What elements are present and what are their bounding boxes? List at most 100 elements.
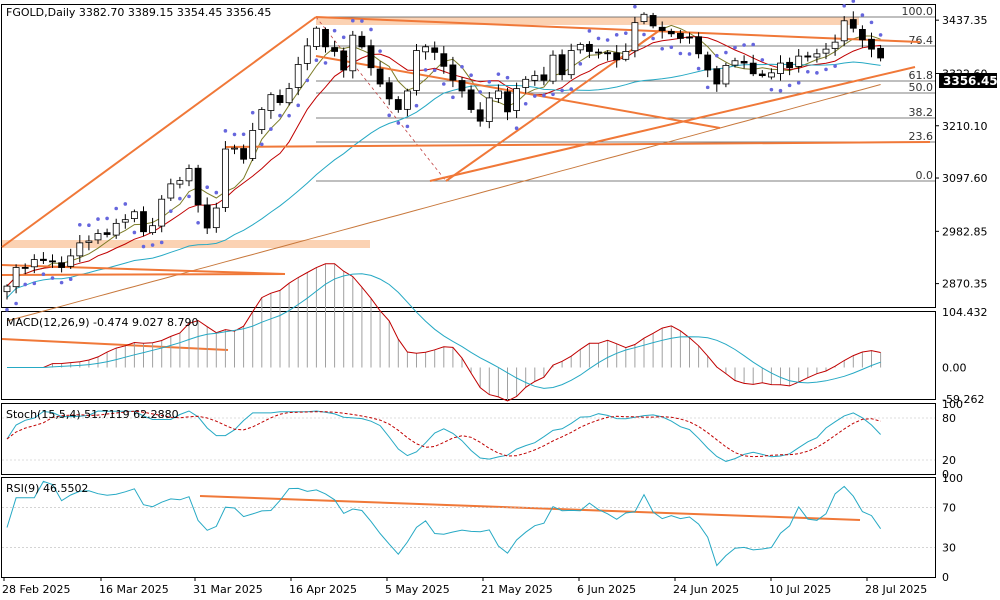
sar-dot [569, 87, 573, 91]
sar-dot [141, 244, 146, 249]
candle-body [140, 211, 147, 233]
sar-dot [842, 4, 846, 8]
candle-body [49, 260, 56, 263]
sar-dot [478, 90, 483, 94]
candle-body [586, 43, 593, 52]
sar-dot [560, 88, 564, 93]
candle-body [30, 259, 38, 268]
candle-body [831, 41, 839, 49]
candle-body [240, 148, 248, 160]
sar-dot [460, 64, 464, 69]
trend-line-2 [315, 16, 921, 43]
sar-dot [187, 194, 191, 199]
rsi-label: RSI(9) 46.5502 [6, 482, 88, 495]
sar-dot [314, 58, 319, 63]
sar-dot [23, 282, 28, 287]
trend-line-1 [1, 16, 317, 248]
ma-cyan-line [6, 61, 881, 299]
candle-body [649, 15, 657, 27]
candle-body [485, 97, 493, 122]
macd-tick-label: -59.262 [942, 393, 984, 406]
sar-dot [241, 132, 246, 137]
sar-dot [50, 276, 55, 280]
x-tick-label: 16 Apr 2025 [289, 583, 357, 596]
candle-body [121, 219, 129, 223]
candle-body [267, 94, 275, 111]
sar-dot [651, 36, 655, 41]
candle-body [522, 78, 530, 88]
candle-body [394, 99, 402, 110]
candle-body [58, 262, 65, 268]
candle-body [194, 167, 202, 206]
sar-dot [269, 127, 273, 131]
sar-dot [705, 85, 710, 90]
ma-red-line [6, 36, 881, 287]
sar-dot [68, 277, 73, 282]
x-tick-label: 10 Jul 2025 [769, 583, 831, 596]
candle-body [740, 60, 748, 64]
candle-body [822, 48, 830, 54]
price-tick-label: 3437.35 [942, 14, 988, 27]
candle-body [67, 255, 75, 267]
stoch-tick-label: 20 [942, 454, 956, 467]
fib-label-61.8: 61.8 [909, 69, 934, 82]
candle-body [212, 207, 220, 229]
sar-dot [505, 75, 510, 80]
fib-label-23.6: 23.6 [909, 130, 934, 143]
candle-body [877, 47, 884, 59]
candle-body [777, 62, 784, 74]
sar-dot [305, 78, 310, 83]
sar-dot [760, 58, 765, 62]
sar-dot [96, 217, 100, 221]
sar-dot [442, 82, 446, 86]
current-price-label: 3356.45 [943, 74, 998, 88]
candle-body [613, 52, 621, 61]
price-tick-label: 3210.10 [942, 120, 988, 133]
candle-body [413, 50, 420, 91]
sar-dot [587, 29, 592, 33]
sar-dot [223, 129, 228, 133]
fib-anchor-line [315, 16, 447, 182]
sar-dot [5, 307, 9, 312]
sar-dot [378, 49, 382, 53]
sar-dot [724, 50, 728, 55]
candle-body [813, 53, 821, 58]
sar-dot [232, 132, 237, 137]
fib-label-76.4: 76.4 [909, 34, 934, 47]
candle-body [158, 198, 166, 227]
fib-label-0.0: 0.0 [916, 169, 934, 182]
sar-dot [123, 202, 128, 206]
candle-body [749, 62, 757, 75]
x-tick-label: 28 Jul 2025 [865, 583, 927, 596]
sar-dot [105, 216, 109, 221]
sar-dot [751, 42, 755, 47]
candle-body [494, 90, 502, 99]
sar-dot [815, 71, 819, 75]
trend-line-3 [1, 264, 286, 275]
fib-zone-upper [316, 17, 859, 25]
sar-dot [660, 46, 664, 51]
candle-body [640, 13, 648, 22]
candle-body [12, 267, 20, 288]
candle-body [622, 51, 630, 60]
candle-body [449, 64, 457, 81]
candle-body [167, 183, 175, 199]
sar-dot [542, 93, 546, 98]
candle-body [713, 68, 721, 85]
candle-body [94, 233, 102, 241]
candle-body [549, 54, 557, 82]
candle-body [340, 50, 348, 71]
candle-body [567, 50, 575, 76]
candle-body [303, 45, 311, 64]
rsi-tick-label: 70 [942, 502, 956, 515]
candle-body [458, 80, 466, 92]
fib-label-38.2: 38.2 [909, 106, 934, 119]
sar-dot [496, 72, 501, 76]
candle-body [677, 32, 684, 39]
candle-body [85, 240, 93, 243]
sar-dot [860, 13, 865, 17]
rsi-line [6, 480, 882, 567]
price-pane-frame [1, 4, 936, 308]
trend-line-7 [429, 66, 916, 182]
candle-body [40, 258, 47, 261]
